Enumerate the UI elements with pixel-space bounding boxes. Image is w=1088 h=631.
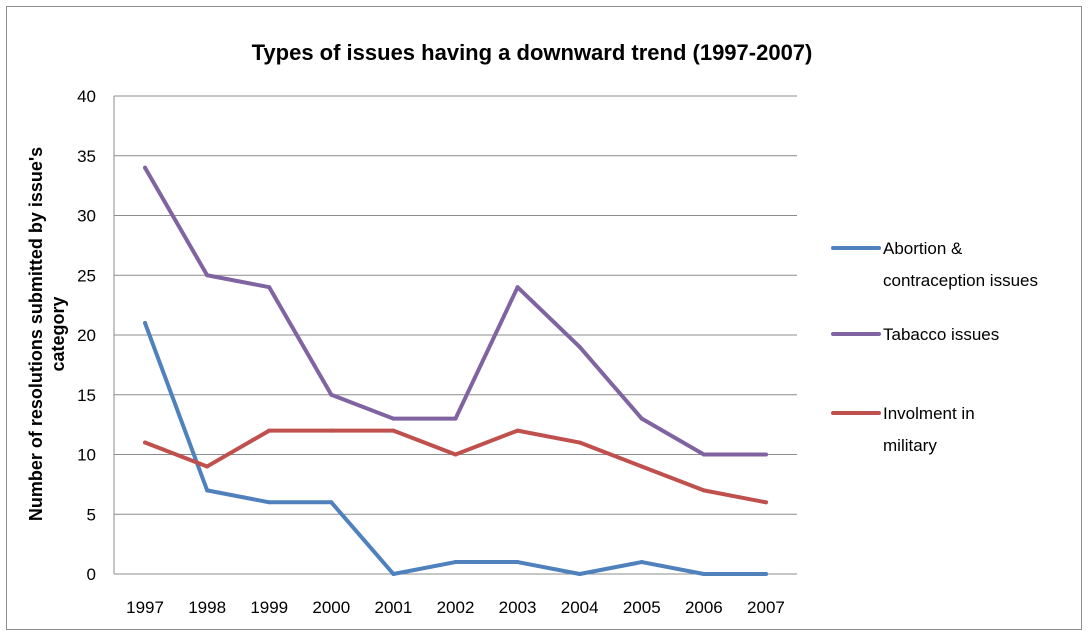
x-tick-label: 1998 — [188, 598, 226, 617]
legend-label-2: Tabacco issues — [883, 325, 999, 344]
grid-layer — [114, 95, 797, 515]
y-axis-title-line-2: category — [48, 296, 68, 371]
x-tick-label: 1997 — [126, 598, 164, 617]
chart-title: Types of issues having a downward trend … — [252, 40, 813, 65]
data-point — [329, 428, 334, 433]
data-point — [577, 572, 582, 576]
data-point — [639, 416, 644, 421]
chart-frame — [6, 6, 1082, 630]
y-tick-label: 0 — [87, 565, 96, 584]
data-point — [515, 560, 520, 565]
x-tick-label: 2006 — [685, 598, 723, 617]
y-tick-label: 40 — [77, 87, 96, 106]
data-point — [701, 572, 706, 576]
data-point — [391, 416, 396, 421]
axis-layer: 0 5 10 15 20 25 30 35 40 1997 1998 1999 2000 2001 2002… — [77, 87, 797, 617]
data-point — [329, 392, 334, 397]
data-point — [267, 428, 272, 433]
data-point — [639, 464, 644, 469]
data-point — [329, 500, 334, 505]
legend-label-3: Involment in — [883, 404, 975, 423]
data-point — [639, 560, 644, 565]
data-point — [577, 440, 582, 445]
data-point — [453, 416, 458, 421]
legend-label-3: military — [883, 436, 937, 455]
data-point — [205, 488, 210, 493]
y-tick-label: 35 — [77, 147, 96, 166]
y-tick-label: 5 — [87, 505, 96, 524]
legend: Abortion & contraception issues Tabacco is… — [831, 239, 1038, 455]
x-tick-label: 2002 — [437, 598, 475, 617]
x-tick-label: 1999 — [250, 598, 288, 617]
series-line-3 — [143, 428, 768, 505]
data-point — [763, 572, 768, 576]
data-point — [391, 428, 396, 433]
x-tick-label: 2000 — [312, 598, 350, 617]
data-point — [515, 428, 520, 433]
data-point — [515, 285, 520, 290]
y-tick-label: 30 — [77, 207, 96, 226]
y-tick-label: 10 — [77, 446, 96, 465]
data-point — [391, 572, 396, 576]
data-point — [453, 560, 458, 565]
y-axis-title-line-1: Number of resolutions submitted by issue… — [26, 147, 46, 521]
legend-label-1: Abortion & — [883, 239, 963, 258]
data-point — [143, 165, 148, 170]
x-tick-label: 2003 — [499, 598, 537, 617]
data-point — [453, 452, 458, 457]
data-point — [205, 464, 210, 469]
y-tick-label: 20 — [77, 326, 96, 345]
data-point — [701, 452, 706, 457]
data-point — [701, 488, 706, 493]
data-point — [143, 440, 148, 445]
x-tick-label: 2001 — [374, 598, 412, 617]
data-point — [267, 285, 272, 290]
x-tick-label: 2005 — [623, 598, 661, 617]
y-axis-title: Number of resolutions submitted by issue… — [26, 147, 68, 521]
series-line-2 — [143, 165, 768, 457]
data-point — [577, 344, 582, 349]
series-layer — [143, 165, 768, 576]
data-point — [763, 452, 768, 457]
legend-label-1: contraception issues — [883, 271, 1038, 290]
x-tick-label: 2004 — [561, 598, 599, 617]
x-tick-label: 2007 — [747, 598, 785, 617]
data-point — [763, 500, 768, 505]
data-point — [267, 500, 272, 505]
data-point — [143, 321, 148, 326]
y-tick-label: 25 — [77, 266, 96, 285]
y-tick-label: 15 — [77, 386, 96, 405]
data-point — [205, 273, 210, 278]
